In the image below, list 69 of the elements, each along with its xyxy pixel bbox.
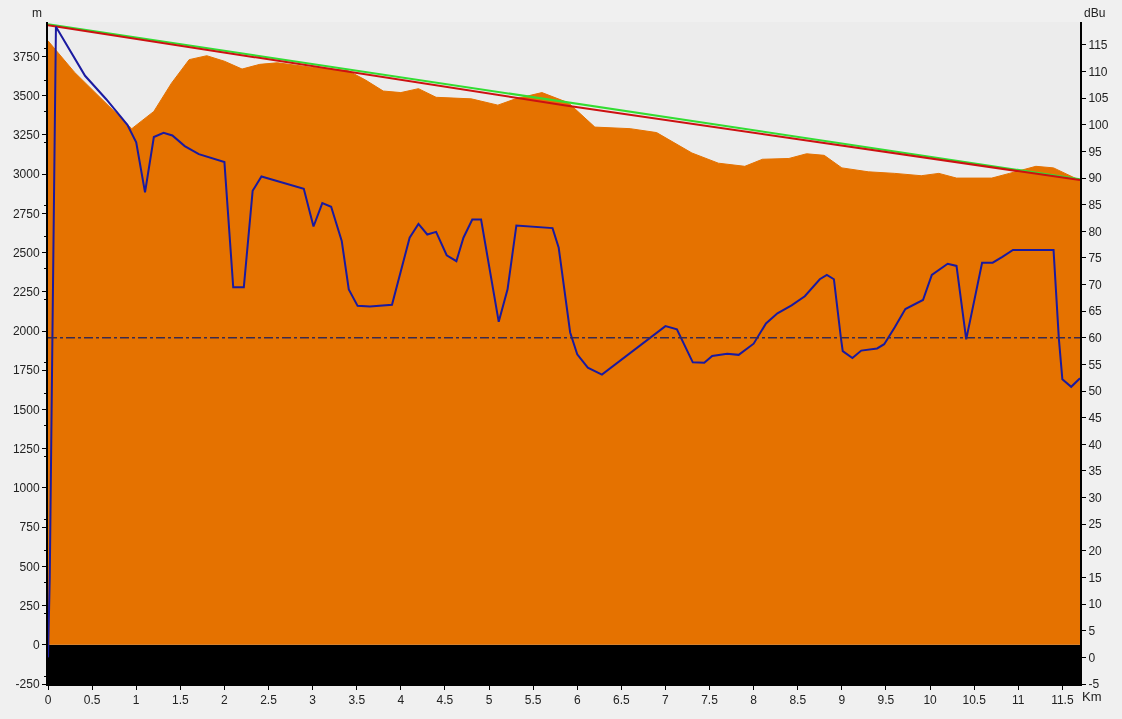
y2-tick-label: 65	[1088, 304, 1103, 319]
y2-axis-title: dBu	[1084, 6, 1106, 20]
y-tick-label: 1250	[12, 441, 40, 456]
y-tick-label: 1000	[12, 481, 40, 496]
x-tick-label: 2	[221, 693, 229, 708]
y2-tick-label: 75	[1088, 251, 1103, 266]
x-tick-label: 5	[485, 693, 493, 708]
y2-tick-label: 15	[1088, 570, 1103, 585]
y2-tick-label: 100	[1088, 117, 1109, 132]
y2-tick-label: 45	[1088, 410, 1103, 425]
x-tick-label: 3	[309, 693, 317, 708]
y-tick-label: 250	[19, 598, 40, 613]
y-tick-label: 2250	[12, 285, 40, 300]
y-tick-label: 1750	[12, 363, 40, 378]
y-tick-label: 3250	[12, 128, 40, 143]
y-tick-label: 2000	[12, 324, 40, 339]
y-tick-label: 2750	[12, 206, 40, 221]
y2-tick-label: 80	[1088, 224, 1103, 239]
x-tick-label: 2.5	[260, 693, 278, 708]
y2-tick-label: 110	[1088, 64, 1108, 79]
y2-tick-label: 35	[1088, 464, 1103, 479]
y2-tick-label: 50	[1088, 384, 1103, 399]
y2-tick-label: 70	[1088, 277, 1103, 292]
x-tick-label: 3.5	[348, 693, 366, 708]
x-tick-label: 7.5	[701, 693, 719, 708]
y2-tick-label: 85	[1088, 197, 1103, 212]
y2-tick-label: -5	[1088, 677, 1100, 692]
y2-tick-label: 55	[1088, 357, 1103, 372]
x-tick-label: 11	[1012, 693, 1025, 708]
x-tick-label: 4	[397, 693, 405, 708]
y-tick-label: 3750	[12, 49, 40, 64]
x-tick-label: 4.5	[436, 693, 454, 708]
y2-tick-label: 30	[1088, 490, 1103, 505]
x-tick-label: 9	[838, 693, 846, 708]
y-axis-title: m	[32, 6, 42, 20]
x-axis-title: Km	[1082, 689, 1102, 704]
x-tick-label: 6.5	[612, 693, 630, 708]
x-tick-label: 11.5	[1051, 693, 1074, 708]
y2-tick-label: 10	[1088, 597, 1103, 612]
x-tick-label: 10	[923, 693, 938, 708]
y2-tick-label: 5	[1088, 623, 1096, 638]
y2-tick-label: 0	[1088, 650, 1096, 665]
y2-tick-label: 40	[1088, 437, 1103, 452]
x-tick-label: 1.5	[171, 693, 189, 708]
y-tick-label: 500	[19, 559, 40, 574]
y-tick-label: 1500	[12, 402, 40, 417]
y-tick-label: 0	[32, 637, 40, 652]
x-tick-label: 0	[44, 693, 52, 708]
x-tick-label: 7	[662, 693, 670, 708]
x-tick-label: 8.5	[789, 693, 807, 708]
y2-tick-label: 25	[1088, 517, 1103, 532]
y-tick-label: 3500	[12, 88, 40, 103]
y2-tick-label: 20	[1088, 544, 1103, 559]
x-tick-label: 6	[573, 693, 581, 708]
y-tick-label: 750	[19, 520, 40, 535]
x-tick-label: 1	[132, 693, 140, 708]
x-tick-label: 10.5	[962, 693, 987, 708]
y-tick-label: 3000	[12, 167, 40, 182]
y2-tick-label: 95	[1088, 144, 1103, 159]
y-tick-label: 2500	[12, 245, 40, 260]
x-tick-label: 8	[750, 693, 758, 708]
x-tick-label: 5.5	[524, 693, 542, 708]
y2-tick-label: 90	[1088, 171, 1103, 186]
x-tick-label: 9.5	[877, 693, 895, 708]
y2-tick-label: 60	[1088, 331, 1103, 346]
y-tick-label: -250	[15, 677, 40, 692]
y2-tick-label: 105	[1088, 91, 1109, 106]
y2-tick-label: 115	[1088, 38, 1108, 53]
x-tick-label: 0.5	[83, 693, 101, 708]
